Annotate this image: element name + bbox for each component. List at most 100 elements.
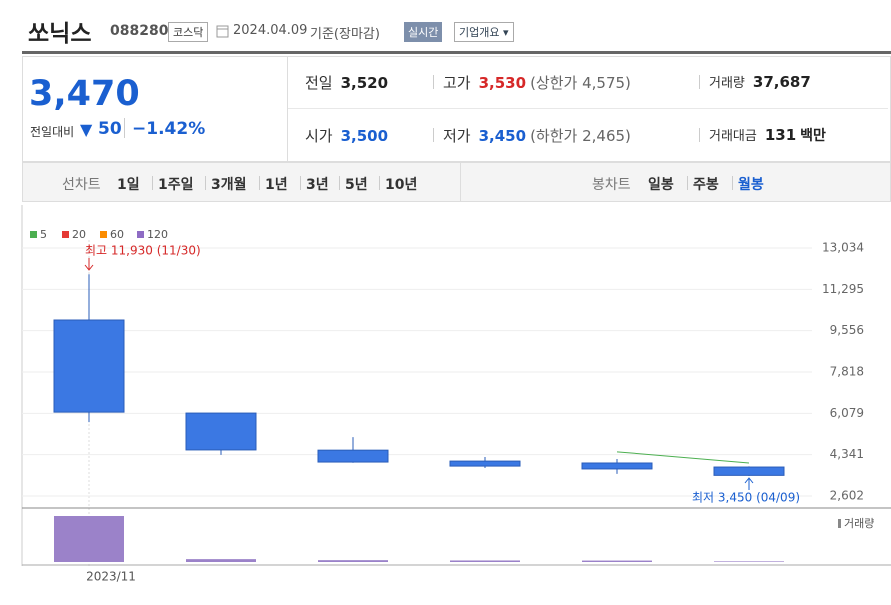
calendar-icon: [216, 25, 229, 38]
period-tab[interactable]: 1일: [117, 177, 140, 193]
divider: [288, 108, 888, 109]
stat: 거래대금 131 백만: [709, 125, 826, 145]
price: 3,470: [29, 74, 140, 114]
legend-label: 120: [147, 228, 168, 241]
y-tick-label: 6,079: [830, 406, 864, 420]
down-arrow: ▼: [80, 120, 93, 139]
x-tick-label: 2023/11: [86, 570, 136, 584]
stat: 고가 3,530 (상한가 4,575): [443, 72, 631, 93]
stat: 저가 3,450 (하한가 2,465): [443, 125, 631, 146]
stat-value: 3,530: [478, 74, 527, 92]
legend-swatch: [30, 231, 37, 238]
volume-bar: [450, 560, 520, 562]
candle-body: [449, 460, 521, 467]
volume-bar: [186, 559, 256, 562]
stat-value: 131: [764, 126, 797, 144]
stock-name: 쏘닉스: [28, 21, 92, 47]
legend-swatch: [137, 231, 144, 238]
divider: [259, 176, 260, 190]
legend-label: 5: [40, 228, 47, 241]
min-note: 최저 3,450 (04/09): [692, 491, 800, 505]
period-tab[interactable]: 3개월: [211, 177, 247, 193]
line-chart-label: 선차트: [62, 177, 101, 193]
divider: [699, 75, 700, 89]
change-label: 전일대비: [30, 125, 75, 139]
divider: [687, 176, 688, 190]
legend-label: 20: [72, 228, 86, 241]
volume-label: 거래량: [844, 517, 874, 530]
max-arrow: [84, 258, 94, 271]
stock-code: 088280: [110, 23, 169, 39]
y-tick-label: 2,602: [830, 488, 864, 502]
divider: [699, 128, 700, 142]
stat-extra: 백만: [800, 128, 826, 144]
candle-body: [581, 462, 653, 470]
period-tab[interactable]: 1주일: [158, 177, 194, 193]
header-rule: [22, 51, 891, 54]
y-tick-label: 13,034: [822, 241, 864, 255]
period-tab[interactable]: 1년: [265, 177, 288, 193]
volume-icon: [838, 519, 841, 528]
stat-label: 저가: [443, 127, 471, 145]
divider: [205, 176, 206, 190]
y-tick-label: 11,295: [822, 282, 864, 296]
stat: 전일 3,520: [305, 72, 388, 93]
stat-value: 3,520: [340, 74, 389, 92]
period-tab[interactable]: 주봉: [693, 177, 719, 193]
candle-body: [713, 466, 785, 476]
y-tick-label: 4,341: [830, 447, 864, 461]
divider: [460, 163, 461, 201]
volume-bar: [318, 560, 388, 562]
divider: [287, 56, 288, 161]
max-note: 최고 11,930 (11/30): [85, 244, 201, 258]
stat-extra: (하한가 2,465): [530, 127, 631, 145]
stat: 시가 3,500: [305, 125, 388, 146]
chart: 13,034 11,295 9,556 7,818 6,079 4,341 2,602 5 20…: [21, 205, 891, 584]
period-tab[interactable]: 일봉: [648, 177, 674, 193]
min-arrow: [744, 477, 754, 490]
overview-button[interactable]: 기업개요 ▾: [454, 22, 514, 42]
stat-label: 고가: [443, 74, 471, 92]
market-badge: 코스닥: [168, 22, 209, 42]
candle-chart-label: 봉차트: [592, 177, 631, 193]
period-tab[interactable]: 3년: [306, 177, 329, 193]
divider: [732, 176, 733, 190]
stat-extra: (상한가 4,575): [530, 74, 631, 92]
period-tab[interactable]: 5년: [345, 177, 368, 193]
volume-bar: [714, 561, 784, 562]
legend-label: 60: [110, 228, 124, 241]
stat-label: 전일: [305, 74, 333, 92]
volume-bar: [54, 516, 124, 562]
divider: [300, 176, 301, 190]
realtime-badge[interactable]: 실시간: [404, 22, 443, 42]
ma-line: [616, 451, 750, 464]
basis: 기준(장마감): [310, 27, 380, 42]
stat-label: 거래대금: [709, 129, 757, 144]
stat: 거래량 37,687: [709, 72, 811, 91]
candle-body: [53, 319, 125, 413]
volume-bar: [582, 560, 652, 562]
divider: [433, 128, 434, 142]
divider: [152, 176, 153, 190]
stat-value: 3,450: [478, 127, 527, 145]
candle-body: [317, 449, 389, 463]
stat-label: 거래량: [709, 76, 745, 91]
stat-value: 37,687: [752, 73, 811, 91]
divider: [379, 176, 380, 190]
change: 50: [98, 119, 122, 139]
divider: [124, 118, 125, 138]
period-tab[interactable]: 월봉: [738, 177, 764, 193]
y-tick-label: 7,818: [830, 364, 864, 378]
period-tab[interactable]: 10년: [385, 177, 418, 193]
divider: [339, 176, 340, 190]
tab-bar: [22, 162, 891, 202]
divider: [433, 75, 434, 89]
date: 2024.04.09: [233, 23, 308, 38]
change-pct: −1.42%: [132, 119, 206, 139]
candle-body: [185, 412, 257, 451]
y-tick-label: 9,556: [830, 323, 864, 337]
overview-label: 기업개요: [459, 26, 500, 39]
legend-swatch: [62, 231, 69, 238]
legend-swatch: [100, 231, 107, 238]
